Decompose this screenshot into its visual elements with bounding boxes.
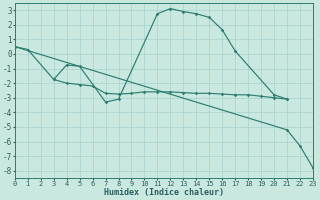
X-axis label: Humidex (Indice chaleur): Humidex (Indice chaleur)	[104, 188, 224, 197]
